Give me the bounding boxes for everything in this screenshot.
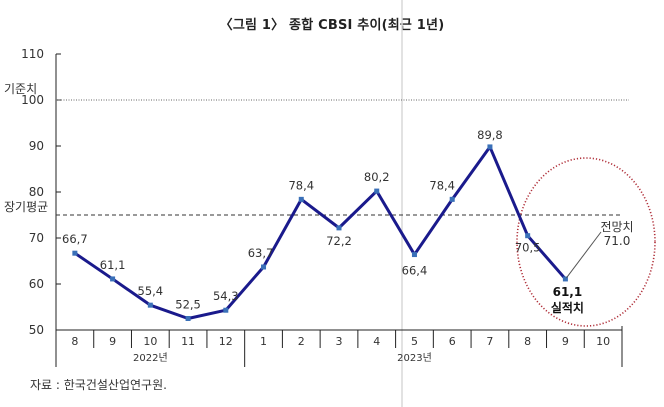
y-tick-label: 50 [29,323,44,337]
chart-title: 〈그림 1〉 종합 CBSI 추이(최근 1년) [219,18,445,33]
y-tick-label: 100 [21,93,44,107]
forecast-leader-line [566,231,602,279]
data-value-label: 55,4 [138,284,164,298]
data-point-marker [449,196,455,202]
y-tick-label: 60 [29,277,44,291]
source-note: 자료 : 한국건설산업연구원. [30,378,167,392]
x-tick-label: 7 [486,335,493,348]
data-value-label: 72,2 [326,234,352,248]
y-tick-label: 70 [29,231,44,245]
x-tick-label: 12 [219,335,233,348]
data-point-marker [185,316,191,321]
data-point-marker [298,196,304,202]
x-tick-label: 10 [596,335,610,348]
x-tick-label: 11 [181,335,195,348]
data-value-label: 61,1 [100,258,126,272]
data-value-label: 66,4 [402,264,428,278]
long-term-average-label: 장기평균 [4,200,48,214]
data-point-marker [525,233,531,239]
x-tick-label: 1 [260,335,267,348]
data-point-marker [562,276,568,282]
data-point-marker [223,307,229,313]
x-tick-label: 9 [109,335,116,348]
data-point-marker [147,302,153,308]
data-point-marker [110,276,116,282]
y-tick-label: 90 [29,139,44,153]
data-value-label: 70,5 [515,241,541,255]
data-point-marker [336,225,342,231]
x-tick-label: 8 [71,335,78,348]
data-point-marker [72,250,78,256]
x-tick-label: 5 [411,335,418,348]
baseline-label: 기준치 [4,82,37,96]
highlight-circle [516,157,656,327]
year-label: 2023년 [397,352,432,364]
year-label: 2022년 [133,352,168,364]
y-tick-label: 80 [29,185,44,199]
data-value-label: 80,2 [364,170,390,184]
y-tick-label: 110 [21,47,44,61]
data-point-marker [487,144,493,150]
x-tick-label: 2 [298,335,305,348]
x-tick-label: 6 [449,335,456,348]
x-tick-label: 10 [143,335,157,348]
forecast-value: 71.0 [604,234,631,248]
x-tick-label: 3 [336,335,343,348]
data-value-label: 66,7 [62,232,88,246]
x-tick-label: 8 [524,335,531,348]
data-value-label: 52,5 [175,298,201,312]
data-value-label: 54,3 [213,289,239,303]
data-point-marker [261,264,267,270]
actual-label: 실적치 [551,300,584,315]
forecast-label: 전망치 [600,220,633,234]
data-point-marker [411,252,417,258]
data-value-label: 78,4 [429,178,455,192]
data-value-label: 89,8 [477,128,503,142]
x-tick-label: 9 [562,335,569,348]
cbsi-series-line [74,145,567,320]
data-point-marker [374,188,380,194]
actual-value-label: 61,1 [553,285,583,299]
data-value-label: 78,4 [288,178,314,192]
data-value-label: 63,7 [248,246,274,260]
x-tick-label: 4 [373,335,380,348]
